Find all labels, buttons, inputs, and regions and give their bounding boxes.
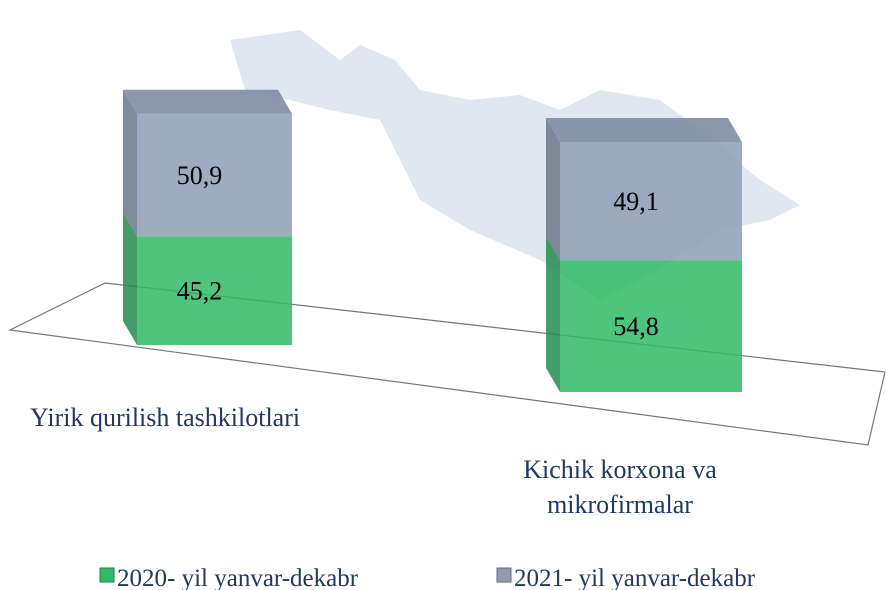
legend-label: 2021- yil yanvar-dekabr (514, 565, 756, 590)
value-label: 54,8 (613, 312, 659, 341)
category-label: Yirik qurilish tashkilotlari (30, 403, 301, 432)
bar-side (546, 118, 560, 261)
bar (560, 260, 742, 392)
bar-side (546, 236, 560, 392)
value-label: 45,2 (177, 277, 223, 306)
bar-top (123, 89, 292, 114)
bar-top (546, 118, 742, 142)
floor (7, 282, 886, 446)
legend-swatch (99, 567, 115, 583)
legend-swatch (496, 567, 512, 583)
bar-side (123, 89, 137, 237)
value-label: 49,1 (613, 187, 659, 216)
bar-side (123, 212, 137, 345)
bar (560, 142, 742, 261)
value-label: 50,9 (177, 161, 223, 190)
legend-label: 2020- yil yanvar-dekabr (117, 565, 359, 590)
bar (137, 113, 292, 237)
category-label: Kichik korxona va mikrofirmalar (523, 455, 717, 519)
bar (137, 236, 292, 345)
